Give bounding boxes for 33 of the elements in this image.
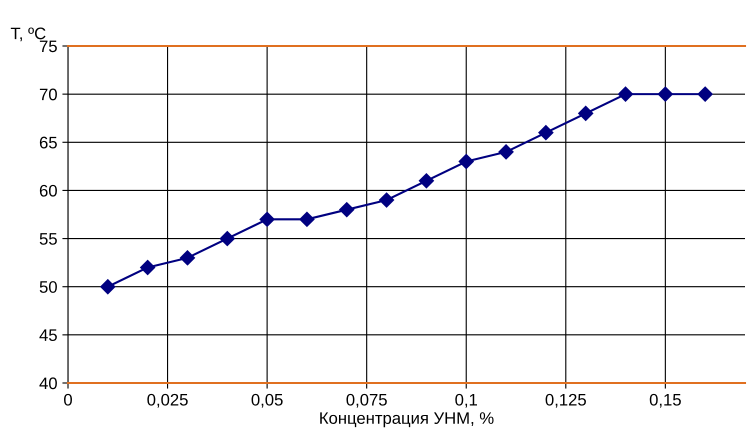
- point: [299, 212, 315, 227]
- point: [418, 173, 434, 188]
- point: [220, 231, 235, 246]
- point: [498, 144, 514, 160]
- y-tick-label: 60: [40, 184, 57, 197]
- point: [100, 279, 116, 294]
- y-tick-label: 40: [39, 377, 57, 390]
- y-tick-label: 55: [40, 233, 57, 245]
- point: [140, 260, 156, 276]
- y-tick-label: 65: [40, 136, 57, 148]
- x-tick-label: 0,025: [147, 394, 188, 408]
- point: [458, 154, 474, 170]
- x-tick-label: 0,05: [252, 394, 283, 408]
- point: [339, 202, 354, 218]
- x-tick-label: 0,1: [455, 394, 478, 408]
- x-tick-label: 0,125: [546, 394, 586, 408]
- point: [698, 86, 713, 102]
- y-axis-title: T, ºC: [10, 28, 46, 42]
- point: [538, 125, 554, 140]
- x-tick-label: 0,15: [650, 394, 681, 408]
- point: [618, 86, 634, 102]
- y-tick-label: 75: [40, 40, 57, 52]
- point: [578, 106, 594, 121]
- y-tick-label: 45: [39, 329, 57, 342]
- point: [260, 212, 275, 227]
- x-tick-label: 0: [64, 394, 72, 406]
- point: [379, 192, 394, 208]
- y-tick-label: 70: [40, 88, 57, 100]
- y-tick-label: 50: [40, 281, 57, 293]
- point: [180, 250, 196, 266]
- point: [658, 86, 673, 102]
- x-tick-label: 0,075: [346, 394, 387, 408]
- x-axis-title: Концентрация УНМ, %: [320, 412, 494, 428]
